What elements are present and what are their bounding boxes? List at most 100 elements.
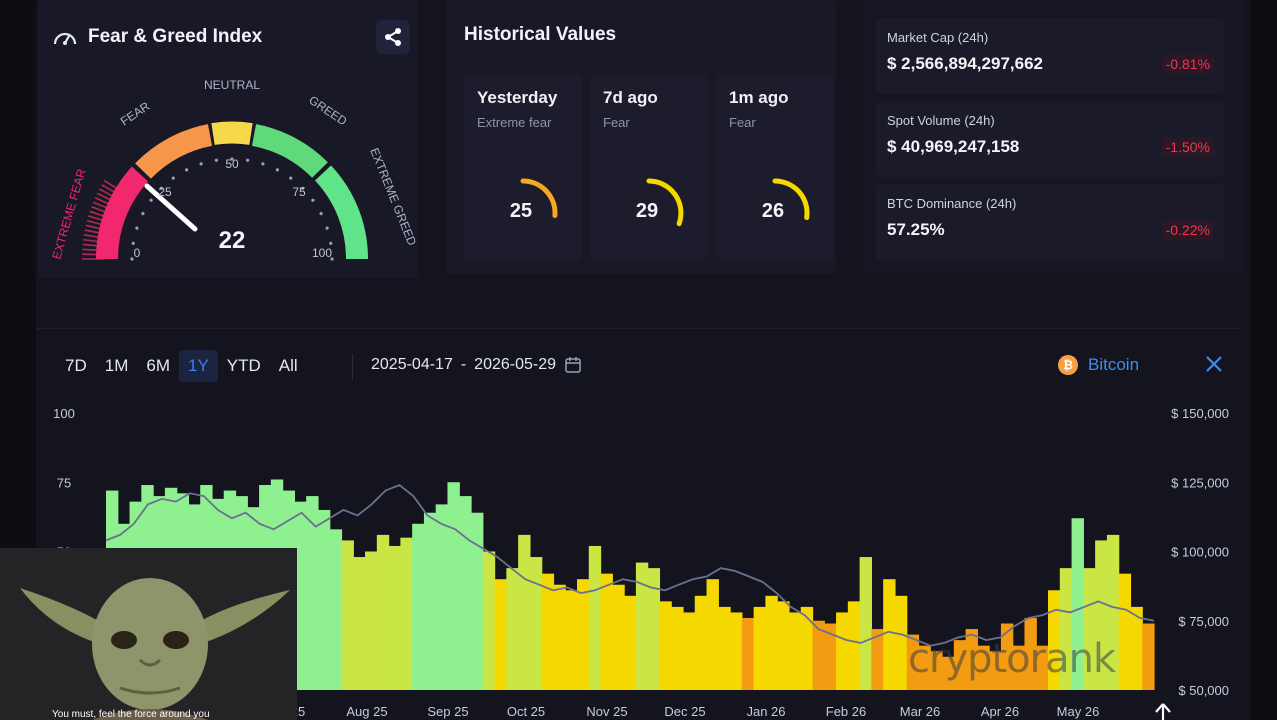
coin-name: Bitcoin (1088, 355, 1140, 374)
fear-greed-bar (741, 617, 755, 690)
scroll-up-icon[interactable] (1155, 703, 1171, 720)
fear-greed-bar (353, 557, 366, 690)
fear-greed-bar (659, 601, 672, 690)
gauge-dot (311, 198, 315, 202)
range-button-all[interactable]: All (278, 356, 298, 375)
fear-greed-bar (1024, 617, 1037, 690)
y-right-tick-label: $ 75,000 (1178, 614, 1229, 629)
fear-greed-bar (788, 612, 802, 690)
gauge-dot (141, 212, 145, 216)
fear-greed-bar (529, 557, 543, 690)
fear-greed-bar (682, 612, 696, 690)
x-tick-label: Mar 26 (900, 704, 940, 719)
cryptorank-watermark: cryptorank (908, 636, 1116, 682)
gauge-segment-neutral (211, 121, 253, 145)
gauge-dot (275, 168, 279, 172)
gauge-icon (53, 32, 77, 45)
gauge-dot (329, 241, 333, 245)
historical-item-value: 29 (635, 200, 659, 222)
fear-greed-bar (435, 504, 449, 690)
overlay-caption: You must, feel the force around you (52, 709, 210, 720)
fear-greed-bar (694, 595, 708, 690)
fear-greed-bar (600, 573, 613, 690)
fear-greed-bar (753, 606, 767, 690)
share-button[interactable] (376, 20, 410, 54)
fear-greed-bar (341, 540, 354, 690)
historical-item-sentiment: Fear (729, 115, 756, 130)
fear-greed-bar (671, 606, 684, 690)
y-right-tick-label: $ 125,000 (1171, 475, 1229, 490)
fear-greed-bar (1095, 540, 1108, 690)
market-stat-label: Market Cap (24h) (887, 30, 989, 45)
range-button-1m[interactable]: 1M (104, 356, 129, 375)
date-separator: - (460, 356, 467, 373)
historical-arc-fill (520, 178, 558, 218)
historical-item-arc (772, 178, 810, 221)
historical-item-value: 25 (509, 200, 533, 222)
fear-greed-bar (765, 595, 778, 690)
fear-greed-bar (317, 509, 331, 690)
historical-item: 7d ago Fear 29 (590, 74, 708, 260)
fear-greed-bar (777, 601, 790, 690)
gauge-tick-75: 75 (292, 185, 306, 199)
fear-greed-bar (1071, 518, 1084, 690)
yoda-image (0, 548, 297, 720)
range-selector: 7D 1M 6M 1Y YTD All (56, 350, 307, 382)
fear-greed-bar (953, 640, 967, 690)
gauge-tick-0: 0 (134, 246, 141, 260)
gauge-dot (289, 176, 293, 180)
fear-greed-bar (824, 623, 837, 690)
y-left-tick-label: 75 (57, 475, 71, 490)
controls-separator (352, 354, 353, 380)
market-stat-row: Market Cap (24h) $ 2,566,894,297,662 -0.81… (876, 18, 1224, 94)
fear-greed-bar (423, 512, 437, 690)
date-start: 2025-04-17 (371, 356, 453, 373)
fear-greed-bar (518, 534, 531, 690)
fear-greed-bar (1130, 606, 1143, 690)
historical-item: 1m ago Fear 26 (716, 74, 834, 260)
market-stat-change: -0.81% (1161, 54, 1214, 74)
fear-greed-bar (553, 584, 566, 690)
share-icon (385, 28, 401, 46)
fear-greed-bar (471, 512, 484, 690)
fear-greed-bar (459, 496, 472, 690)
fear-greed-bar (494, 579, 507, 690)
range-button-ytd[interactable]: YTD (226, 356, 261, 375)
x-tick-label: Jan 26 (746, 704, 785, 719)
fear-greed-bar (565, 590, 578, 690)
fear-greed-bar (1048, 590, 1061, 690)
fear-greed-bar (965, 629, 978, 690)
zone-label-extreme-fear: EXTREME FEAR (49, 167, 88, 261)
gauge-dot (246, 158, 250, 162)
date-end: 2026-05-29 (474, 356, 557, 373)
date-range-picker[interactable]: 2025-04-17 - 2026-05-29 (371, 356, 582, 374)
close-icon[interactable] (1202, 352, 1226, 376)
fear-greed-bar (294, 501, 307, 690)
gauge-dot (149, 198, 153, 202)
historical-item-value: 26 (761, 200, 785, 222)
gauge-tick-100: 100 (312, 246, 332, 260)
market-stat-value: $ 40,969,247,158 (887, 137, 1020, 156)
fear-greed-bar (859, 557, 872, 690)
coin-selector[interactable]: ₿ Bitcoin (1058, 355, 1139, 375)
gauge-dot (325, 226, 329, 230)
historical-item-label: 7d ago (603, 88, 658, 107)
calendar-icon[interactable] (564, 356, 582, 374)
x-tick-label: Oct 25 (507, 704, 545, 719)
fear-greed-bar (871, 629, 884, 690)
range-button-1y[interactable]: 1Y (178, 350, 218, 382)
fear-greed-bar (812, 620, 825, 690)
gauge-dot (171, 176, 175, 180)
range-button-6m[interactable]: 6M (146, 356, 170, 375)
x-tick-label: Apr 26 (981, 704, 1019, 719)
fear-greed-bar (329, 529, 343, 690)
fear-greed-bar (930, 651, 943, 690)
fear-greed-bar (918, 645, 931, 690)
fear-greed-bar (942, 656, 955, 690)
historical-arc-fill (646, 178, 684, 227)
y-right-tick-label: $ 50,000 (1178, 683, 1229, 698)
range-button-7d[interactable]: 7D (65, 356, 87, 375)
x-tick-label: Nov 25 (586, 704, 627, 719)
fear-greed-bar (883, 579, 896, 690)
zone-label-fear: FEAR (118, 99, 153, 129)
